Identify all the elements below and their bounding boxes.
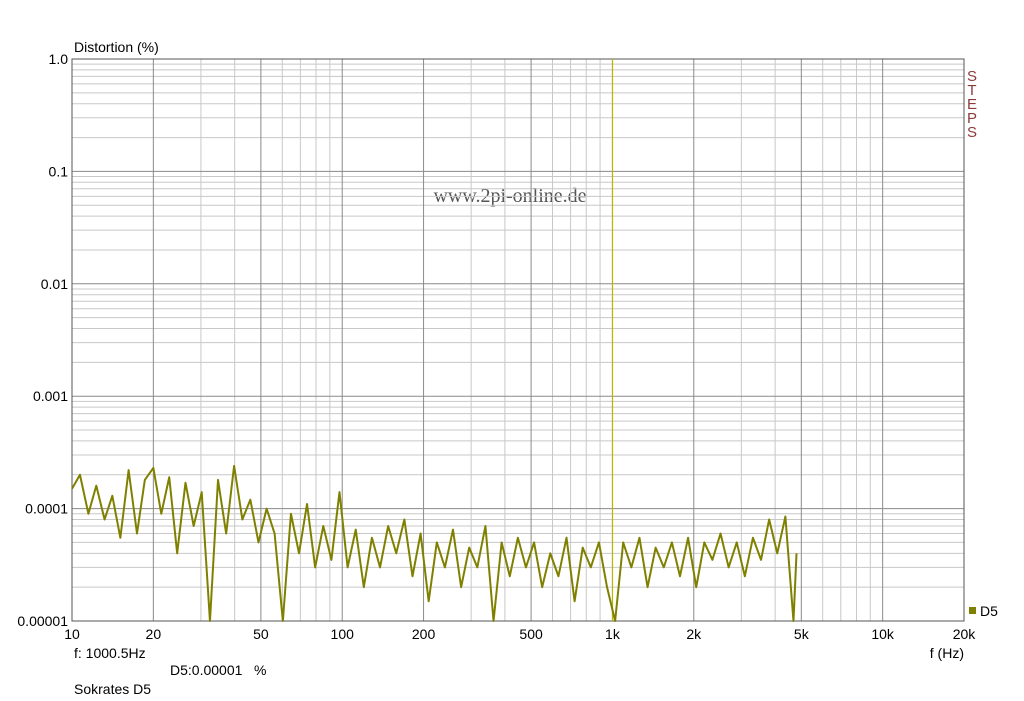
x-tick-label: 20 bbox=[146, 626, 162, 642]
x-tick-label: 200 bbox=[412, 626, 436, 642]
footer: Sokrates D5 bbox=[74, 681, 151, 697]
y-tick-label: 0.1 bbox=[49, 163, 69, 179]
logo: STEPS bbox=[964, 68, 981, 138]
y-tick-label: 0.01 bbox=[41, 276, 68, 292]
x-tick-label: 5k bbox=[794, 626, 810, 642]
y-tick-label: 0.00001 bbox=[17, 613, 68, 629]
x-tick-label: 20k bbox=[953, 626, 977, 642]
x-tick-label: 500 bbox=[519, 626, 543, 642]
data-line bbox=[71, 464, 798, 622]
y-tick-label: 1.0 bbox=[49, 51, 69, 67]
x-tick-label: 10k bbox=[871, 626, 895, 642]
legend-label: D5 bbox=[980, 603, 998, 619]
plot-border bbox=[71, 58, 965, 622]
x-tick-label: 2k bbox=[686, 626, 702, 642]
y-tick-label: 0.001 bbox=[33, 388, 68, 404]
cursor-label: f: 1000.5Hz bbox=[74, 645, 146, 661]
x-tick-label: 10 bbox=[64, 626, 80, 642]
y-tick-label: 0.0001 bbox=[25, 501, 68, 517]
cursor-readout: D5:0.00001 % bbox=[170, 662, 267, 678]
legend-swatch bbox=[969, 607, 976, 614]
x-tick-label: 100 bbox=[331, 626, 355, 642]
x-tick-label: 50 bbox=[253, 626, 269, 642]
x-tick-label: 1k bbox=[605, 626, 621, 642]
x-axis-label: f (Hz) bbox=[930, 645, 964, 661]
y-axis-label: Distortion (%) bbox=[74, 39, 159, 55]
